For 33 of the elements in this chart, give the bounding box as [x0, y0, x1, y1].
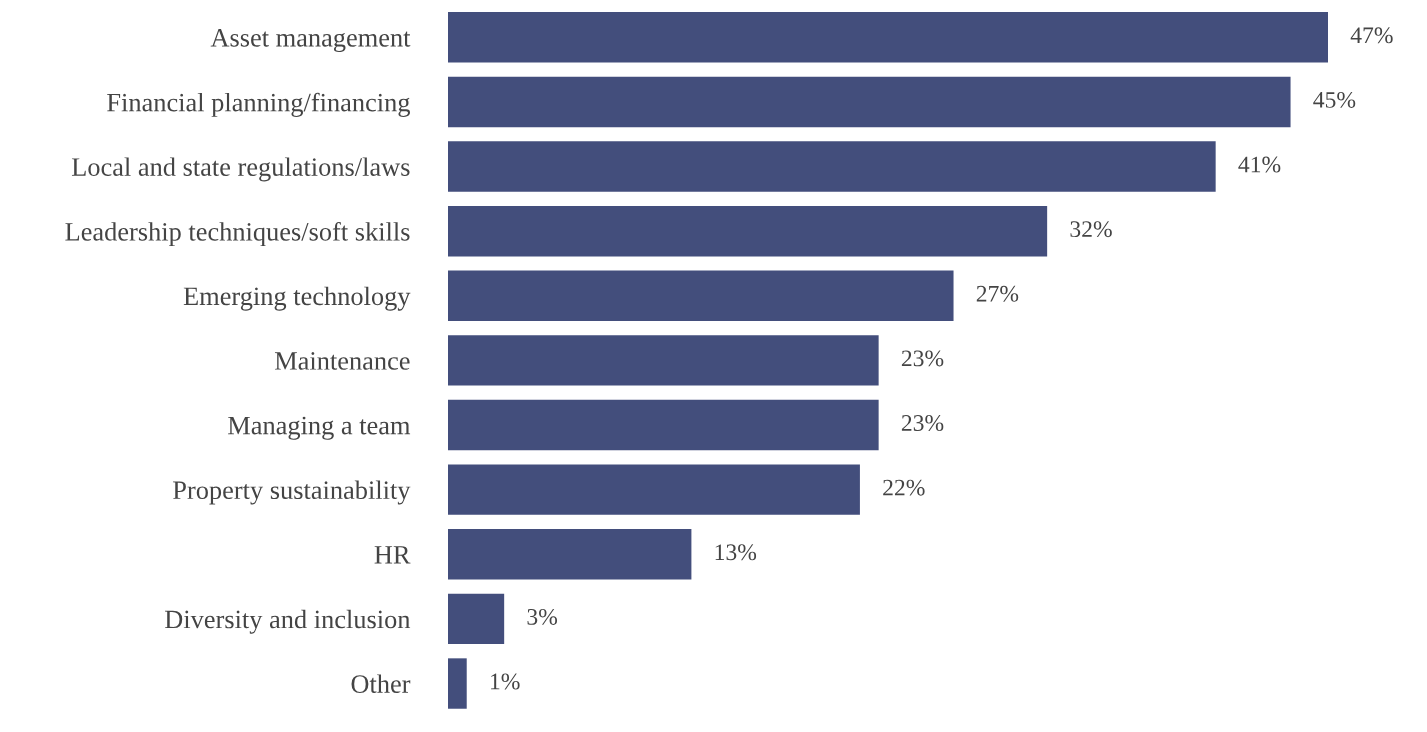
data-label: 47% — [1350, 27, 1393, 44]
bar — [448, 658, 467, 709]
y-tick-label: Local and state regulations/laws — [71, 157, 410, 182]
data-label: 27% — [976, 285, 1019, 302]
bar — [448, 464, 860, 515]
bar — [448, 593, 505, 645]
data-label: 41% — [1238, 156, 1281, 173]
bar — [448, 12, 1328, 63]
data-label: 13% — [715, 544, 757, 561]
bar — [448, 270, 954, 321]
data-label: 45% — [1313, 91, 1356, 108]
bar — [448, 399, 879, 451]
bar — [448, 529, 692, 580]
y-tick-label: Emerging technology — [183, 286, 411, 311]
y-tick-label: Maintenance — [274, 352, 410, 370]
data-label: 23% — [901, 415, 944, 432]
data-label: 1% — [491, 673, 520, 690]
y-tick-label: Property sustainability — [173, 480, 411, 505]
data-label: 22% — [883, 479, 925, 496]
bar — [448, 205, 1048, 257]
y-tick-label: Diversity and inclusion — [164, 609, 411, 634]
bar — [448, 76, 1291, 128]
data-label: 23% — [901, 350, 944, 367]
bar — [448, 335, 879, 386]
y-tick-label: Managing a team — [228, 416, 411, 440]
y-tick-label: Other — [351, 674, 411, 693]
data-label: 32% — [1070, 221, 1112, 238]
data-label: 3% — [527, 608, 558, 625]
y-tick-label: Financial planning/financing — [107, 92, 410, 117]
bar — [448, 141, 1216, 192]
y-tick-label: HR — [374, 546, 411, 564]
y-tick-label: Leadership techniques/soft skills — [65, 221, 410, 247]
y-tick-label: Asset management — [210, 29, 411, 53]
